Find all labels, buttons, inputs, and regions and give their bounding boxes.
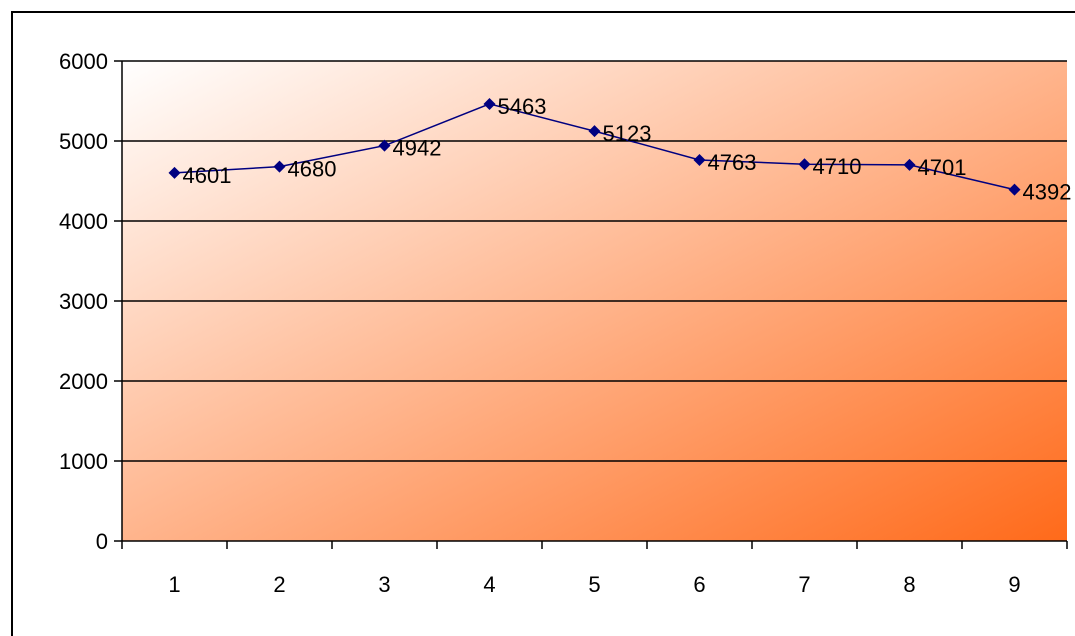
data-point [1008, 183, 1021, 196]
y-tick-label: 6000 [59, 49, 108, 74]
y-tick-label: 5000 [59, 129, 108, 154]
data-label: 4701 [918, 155, 967, 180]
x-tick-label: 4 [483, 572, 495, 597]
y-tick-label: 2000 [59, 369, 108, 394]
y-tick-label: 3000 [59, 289, 108, 314]
series [168, 97, 1021, 196]
y-axis: 0 1000 2000 3000 4000 5000 6000 [59, 49, 123, 554]
y-tick-label: 1000 [59, 449, 108, 474]
data-point [483, 97, 496, 110]
x-tick-label: 5 [588, 572, 600, 597]
data-label: 5463 [498, 94, 547, 119]
x-tick-label: 8 [903, 572, 915, 597]
data-label: 4710 [813, 154, 862, 179]
gridlines [122, 60, 1067, 462]
x-axis: 1 2 3 4 5 6 7 8 9 [121, 540, 1068, 597]
data-label: 4763 [708, 150, 757, 175]
x-tick-label: 1 [168, 572, 180, 597]
data-point [168, 166, 181, 179]
data-label: 4680 [288, 157, 337, 182]
data-point [798, 158, 811, 171]
data-point [693, 153, 706, 166]
y-tick-label: 4000 [59, 209, 108, 234]
x-tick-label: 9 [1008, 572, 1020, 597]
data-point [273, 160, 286, 173]
x-tick-label: 7 [798, 572, 810, 597]
chart-frame [11, 11, 1075, 636]
data-point [588, 125, 601, 138]
data-labels: 4601 4680 4942 5463 5123 4763 4710 4701 4392 [183, 94, 1072, 205]
data-point [378, 139, 391, 152]
x-tick-label: 2 [273, 572, 285, 597]
y-tick-label: 0 [96, 529, 108, 554]
data-label: 5123 [603, 121, 652, 146]
data-label: 4942 [393, 136, 442, 161]
data-label: 4601 [183, 163, 232, 188]
data-label: 4392 [1023, 180, 1072, 205]
data-point [903, 158, 916, 171]
x-tick-label: 6 [693, 572, 705, 597]
x-tick-label: 3 [378, 572, 390, 597]
